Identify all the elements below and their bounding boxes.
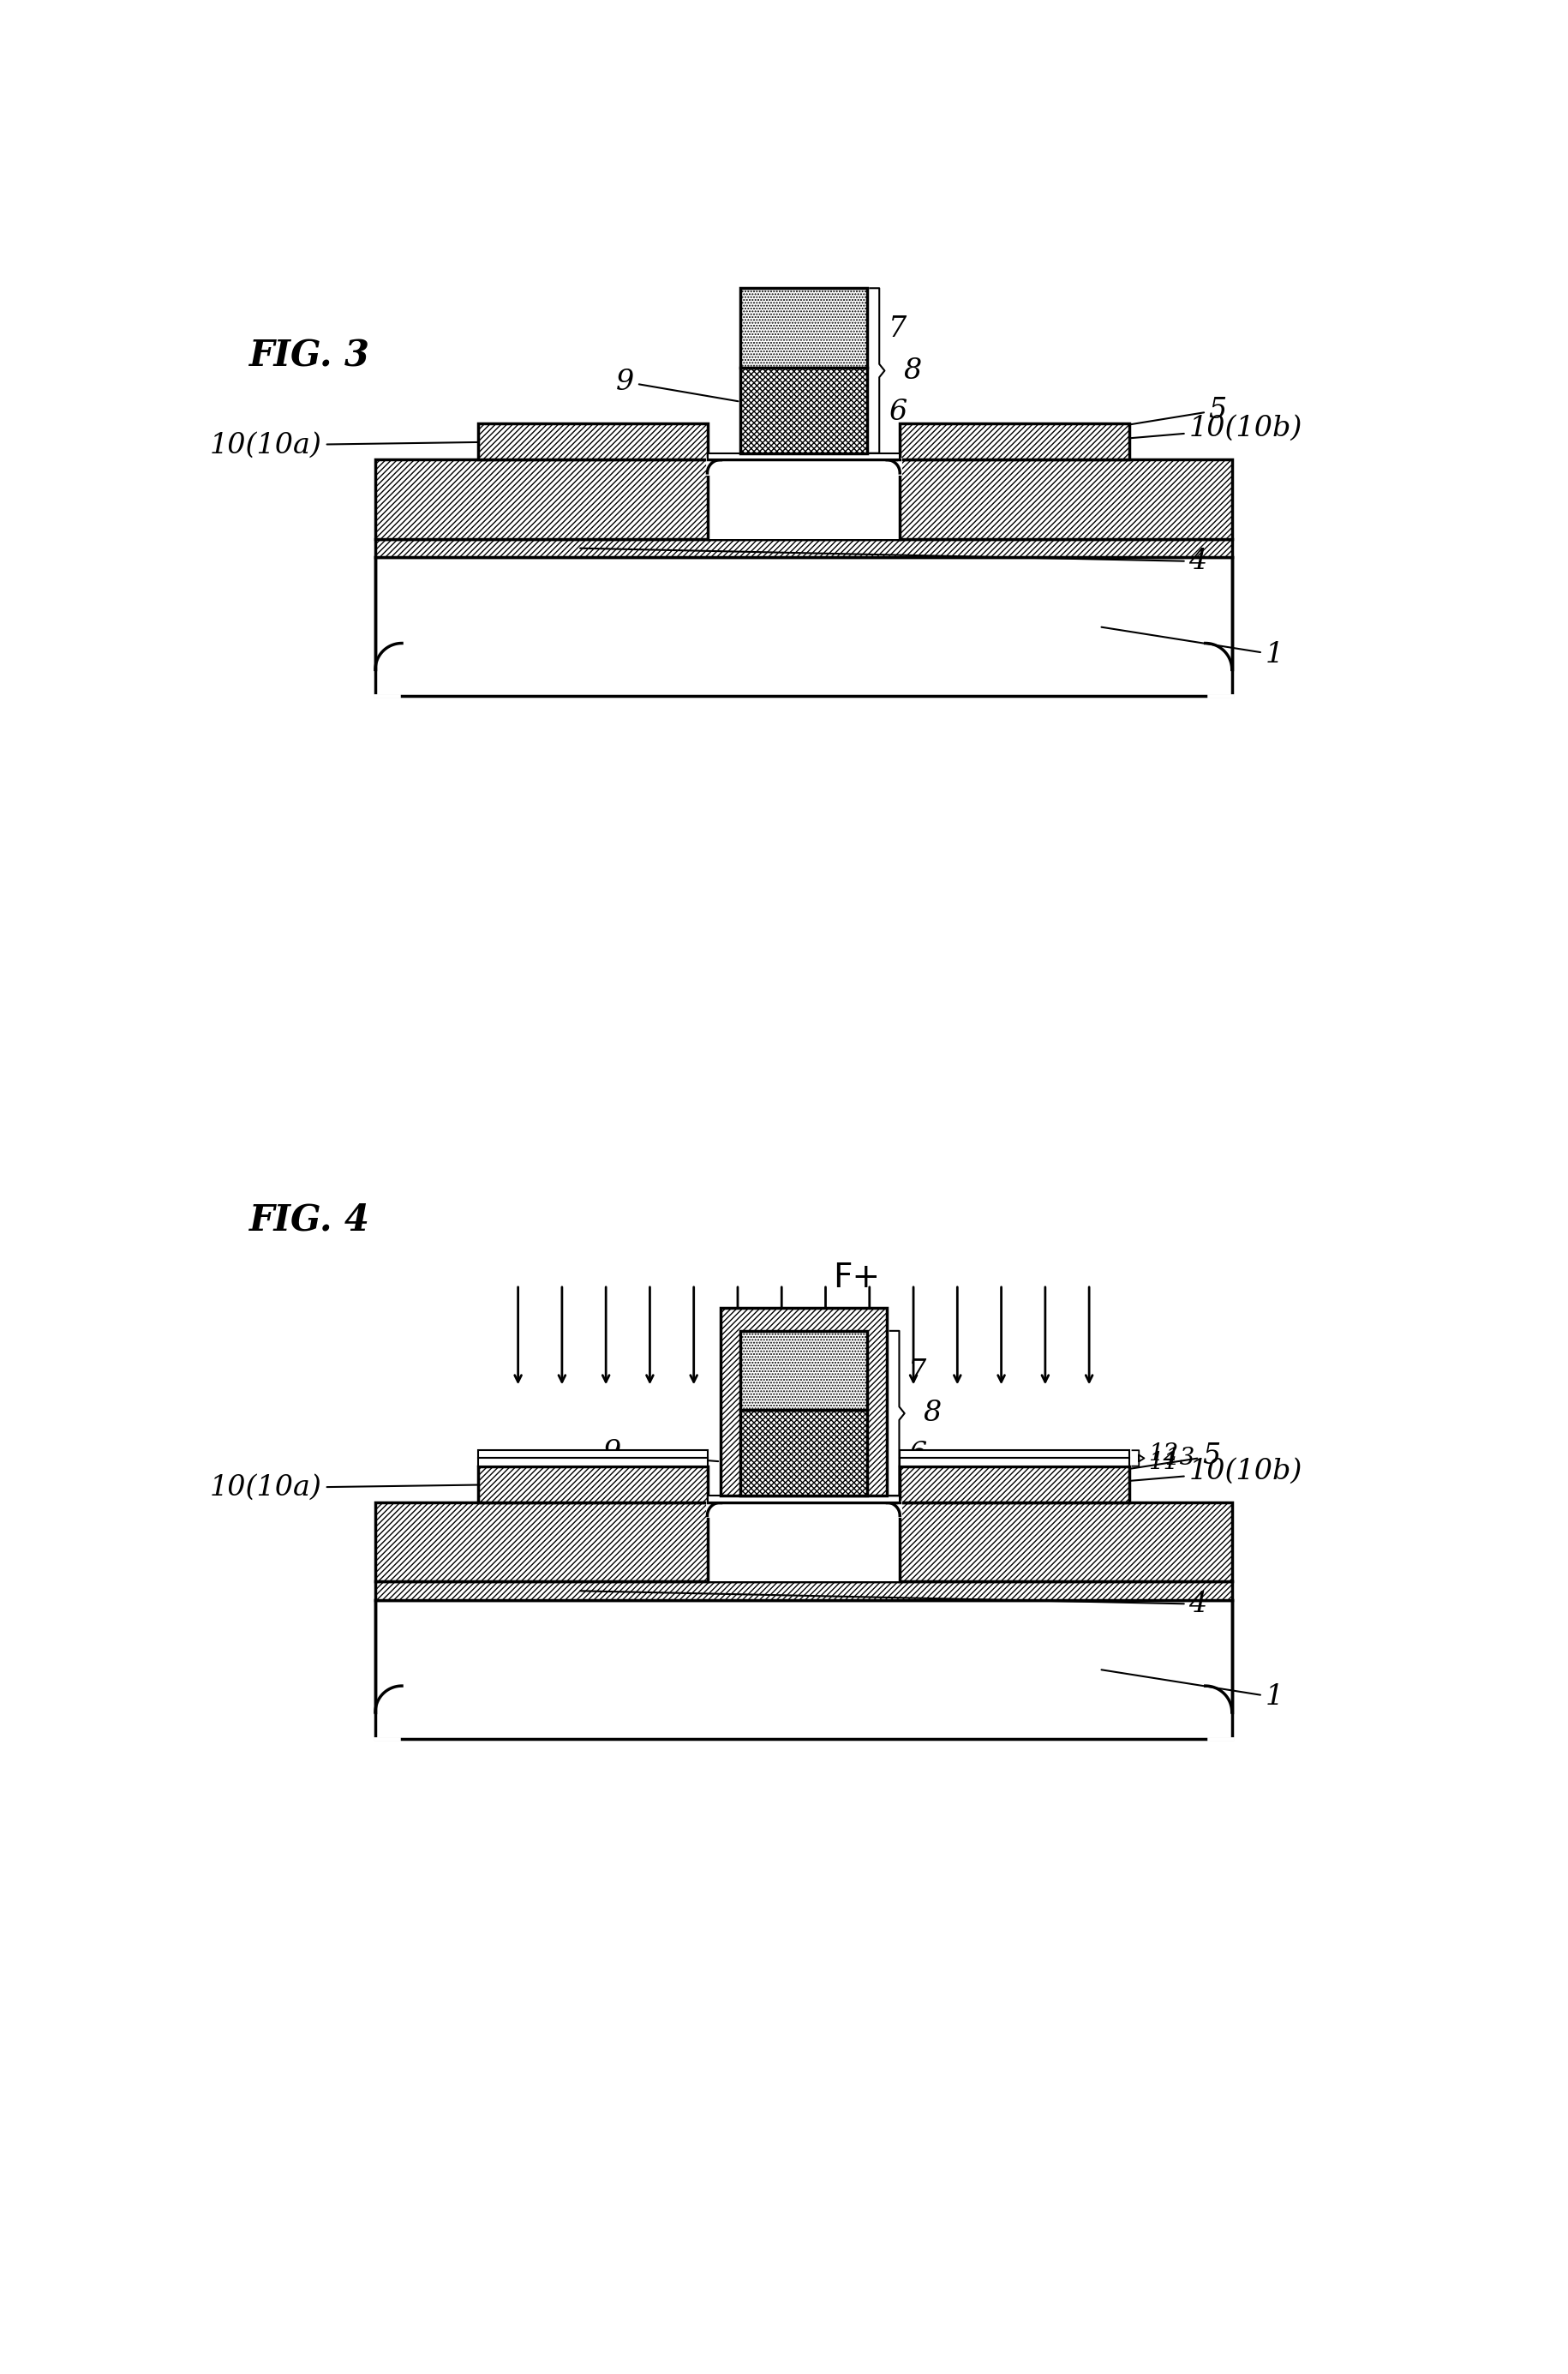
Text: 5: 5 bbox=[936, 396, 1226, 456]
Bar bbox=[900, 1458, 1129, 1467]
Text: 6: 6 bbox=[908, 1441, 927, 1467]
Bar bbox=[375, 539, 1232, 558]
Bar bbox=[375, 1503, 1232, 1581]
Bar bbox=[900, 1451, 1129, 1458]
Text: 10(10b): 10(10b) bbox=[1091, 415, 1301, 442]
Text: 11: 11 bbox=[1148, 1451, 1179, 1474]
Text: 10(10a): 10(10a) bbox=[210, 1474, 516, 1503]
Text: 13: 13 bbox=[1163, 1446, 1195, 1470]
Text: 2: 2 bbox=[580, 489, 1207, 518]
Bar bbox=[707, 453, 900, 461]
Bar bbox=[375, 461, 1232, 539]
Text: F+: F+ bbox=[833, 1261, 880, 1294]
Text: 7: 7 bbox=[889, 316, 906, 344]
Text: 9: 9 bbox=[616, 368, 739, 401]
Bar bbox=[478, 1467, 707, 1503]
Text: 4: 4 bbox=[580, 1591, 1207, 1617]
Bar bbox=[900, 423, 1129, 461]
Text: 10(10b): 10(10b) bbox=[1091, 1458, 1301, 1484]
Text: 7: 7 bbox=[908, 1358, 927, 1386]
Bar bbox=[478, 1458, 707, 1467]
Text: 1: 1 bbox=[1101, 627, 1283, 667]
Text: 12: 12 bbox=[1148, 1443, 1179, 1465]
Text: FIG. 3: FIG. 3 bbox=[249, 337, 370, 373]
Text: 1: 1 bbox=[1101, 1669, 1283, 1712]
Bar bbox=[375, 1581, 1232, 1600]
Text: 6: 6 bbox=[889, 399, 906, 425]
Bar bbox=[740, 368, 867, 453]
Bar bbox=[740, 1410, 867, 1496]
Bar bbox=[478, 1451, 707, 1458]
Bar bbox=[900, 1467, 1129, 1503]
Bar bbox=[740, 1332, 867, 1410]
Text: 10(10a): 10(10a) bbox=[210, 432, 516, 458]
Bar bbox=[707, 1503, 900, 1581]
Bar bbox=[707, 461, 900, 539]
Text: FIG. 4: FIG. 4 bbox=[249, 1201, 370, 1239]
Bar bbox=[375, 1600, 1232, 1738]
Bar bbox=[721, 1308, 886, 1496]
Text: 9: 9 bbox=[602, 1439, 718, 1467]
Text: 2: 2 bbox=[580, 1531, 1207, 1560]
Bar bbox=[740, 287, 867, 368]
Bar bbox=[478, 423, 707, 461]
Bar bbox=[375, 558, 1232, 696]
Text: 8: 8 bbox=[924, 1401, 941, 1427]
Bar bbox=[707, 1496, 900, 1503]
Text: 5: 5 bbox=[936, 1443, 1220, 1498]
Text: 4: 4 bbox=[580, 548, 1207, 575]
Text: 8: 8 bbox=[903, 356, 922, 385]
